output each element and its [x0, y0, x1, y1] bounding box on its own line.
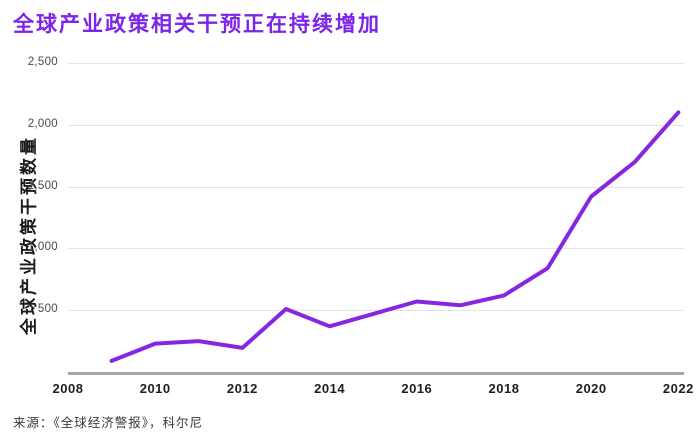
x-tick-label: 2016 — [401, 381, 433, 396]
gridline — [68, 310, 684, 312]
trend-line-chart — [109, 110, 681, 363]
y-tick-label: 1,500 — [27, 179, 58, 192]
x-tick-label: 2014 — [314, 381, 346, 396]
x-tick-label: 2020 — [575, 381, 607, 396]
chart-title: 全球产业政策相关干预正在持续增加 — [13, 13, 381, 36]
x-tick-label: 2008 — [52, 381, 84, 396]
y-tick-label: 2,000 — [27, 117, 58, 130]
y-tick-label: 1,000 — [27, 241, 58, 254]
gridline — [68, 186, 684, 188]
x-tick-label: 2012 — [226, 381, 258, 396]
x-tick-label: 2018 — [488, 381, 520, 396]
gridline — [68, 124, 684, 126]
x-tick-label: 2010 — [139, 381, 171, 396]
trend-line — [109, 110, 681, 363]
gridline — [68, 63, 684, 64]
x-tick-label: 2022 — [662, 381, 694, 396]
gridline — [68, 248, 684, 250]
y-tick-label: 2,500 — [27, 56, 58, 68]
y-tick-label: 500 — [37, 303, 58, 316]
plot-area — [68, 63, 684, 375]
source-note: 来源：《全球经济警报》，科尔尼 — [13, 416, 204, 430]
